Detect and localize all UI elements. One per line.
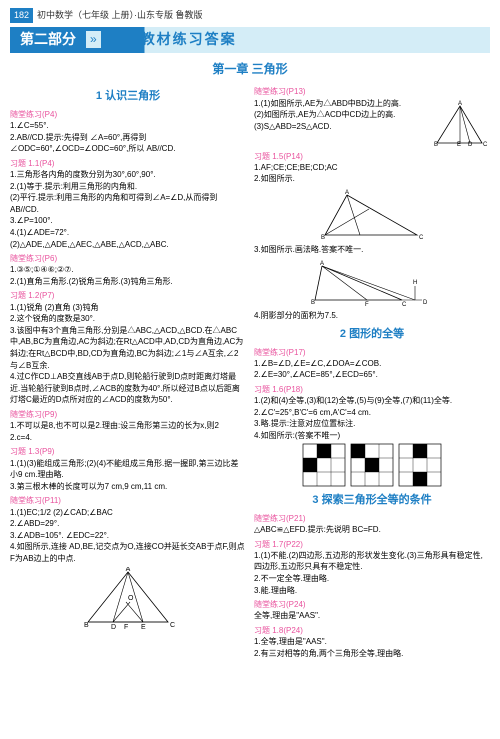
grid-figures xyxy=(254,443,490,487)
body-p6: 1.③⑤;①④⑥;②⑦.2.(1)直角三角形.(2)锐角三角形.(3)钝角三角形… xyxy=(10,264,246,287)
left-column: 1 认识三角形 随堂练习(P4) 1.∠C=55°.2.AB//CD.提示:先得… xyxy=(10,83,246,659)
svg-text:E: E xyxy=(141,624,146,629)
page: 182 初中数学（七年级 上册）·山东专版 鲁教版 第二部分 » 教材练习答案 … xyxy=(0,0,500,669)
sub-p9: 随堂练习(P9) xyxy=(10,409,246,420)
svg-text:B: B xyxy=(311,300,315,306)
body-p9: 1.不可以是8,也不可以是2.理由:设三角形第三边的长为x,则22.c=4. xyxy=(10,420,246,443)
svg-text:A: A xyxy=(458,101,462,107)
body-x15-2: 3.如图所示.画法略.答案不唯一. xyxy=(254,244,490,256)
sub-p17: 随堂练习(P17) xyxy=(254,347,490,358)
svg-text:D: D xyxy=(111,624,116,629)
body-x12: 1.(1)锐角 (2)直角 (3)钝角2.这个锐角的度数是30°.3.该图中有3… xyxy=(10,302,246,406)
svg-text:B: B xyxy=(84,622,89,629)
triangle-figure-2: A B D C E xyxy=(432,98,490,148)
body-x17: 1.(1)不能.(2)四边形,五边形的形状发生变化.(3)三角形具有稳定性,四边… xyxy=(254,550,490,596)
body-x13: 1.(1)(3)能组成三角形;(2)(4)不能组成三角形.据一握即,第三边比差小… xyxy=(10,458,246,493)
right-column: 随堂练习(P13) 1.(1)如图所示,AE为△ABD中BD边上的高.(2)如图… xyxy=(254,83,490,659)
svg-text:F: F xyxy=(124,624,128,629)
sub-p13: 随堂练习(P13) xyxy=(254,86,490,97)
triangle-figure-1: A B C D E F O xyxy=(10,567,246,629)
body-p21: △ABC≌△EFD.提示:先说明 BC=FD. xyxy=(254,524,490,536)
grid-2 xyxy=(350,443,394,487)
body-p24: 全等,理由是"AAS". xyxy=(254,610,490,622)
svg-text:A: A xyxy=(320,261,324,267)
svg-text:O: O xyxy=(128,595,134,602)
part-label: 第二部分 xyxy=(10,30,86,50)
section-2-title: 2 图形的全等 xyxy=(254,327,490,342)
header: 182 初中数学（七年级 上册）·山东专版 鲁教版 xyxy=(10,8,490,23)
svg-text:C: C xyxy=(402,302,407,308)
columns: 1 认识三角形 随堂练习(P4) 1.∠C=55°.2.AB//CD.提示:先得… xyxy=(10,83,490,659)
sub-x16: 习题 1.6(P18) xyxy=(254,384,490,395)
svg-text:H: H xyxy=(413,280,417,286)
part-banner: 第二部分 » 教材练习答案 xyxy=(10,27,490,53)
body-x16: 1.(2)和(4)全等,(3)和(12)全等,(5)与(9)全等,(7)和(11… xyxy=(254,395,490,441)
section-1-title: 1 认识三角形 xyxy=(10,89,246,104)
svg-text:C: C xyxy=(483,142,488,148)
svg-text:F: F xyxy=(365,302,369,308)
svg-text:D: D xyxy=(423,300,428,306)
sub-p21: 随堂练习(P21) xyxy=(254,513,490,524)
section-3-title: 3 探索三角形全等的条件 xyxy=(254,493,490,508)
sub-x18: 习题 1.8(P24) xyxy=(254,625,490,636)
body-x11: 1.三角形各内角的度数分别为30°,60°,90°.2.(1)等于.提示:利用三… xyxy=(10,169,246,250)
svg-text:B: B xyxy=(321,235,325,241)
sub-p11: 随堂练习(P11) xyxy=(10,495,246,506)
svg-text:B: B xyxy=(434,142,438,148)
sub-x12: 习题 1.2(P7) xyxy=(10,290,246,301)
body-x18: 1.全等,理由是"AAS".2.有三对相等的角,两个三角形全等,理由略. xyxy=(254,636,490,659)
body-x15: 1.AF;CE;CE;BE;CD;AC2.如图所示. xyxy=(254,162,490,185)
sub-p4: 随堂练习(P4) xyxy=(10,109,246,120)
svg-text:C: C xyxy=(419,235,424,241)
sub-x17: 习题 1.7(P22) xyxy=(254,539,490,550)
sub-p24: 随堂练习(P24) xyxy=(254,599,490,610)
sub-p6: 随堂练习(P6) xyxy=(10,253,246,264)
svg-text:C: C xyxy=(170,622,175,629)
page-number: 182 xyxy=(10,8,33,23)
chapter-title: 第一章 三角形 xyxy=(10,61,490,78)
svg-text:D: D xyxy=(468,142,473,148)
body-p11: 1.(1)EC;1/2 (2)∠CAD;∠BAC2.∠ABD=29°.3.∠AD… xyxy=(10,507,246,565)
triangle-figure-4: A B C F H D xyxy=(254,258,490,308)
sub-x15: 习题 1.5(P14) xyxy=(254,151,490,162)
triangle-figure-3: A B C xyxy=(254,187,490,242)
body-p17: 1.∠B=∠D,∠E=∠C,∠DOA=∠COB.2.∠E=30°,∠ACE=85… xyxy=(254,358,490,381)
grid-1 xyxy=(302,443,346,487)
banner-title: 教材练习答案 xyxy=(141,30,237,50)
chevron-icon: » xyxy=(86,31,101,48)
body-x15-3: 4.阴影部分的面积为7.5. xyxy=(254,310,490,322)
grid-3 xyxy=(398,443,442,487)
svg-text:E: E xyxy=(457,142,461,148)
sub-x11: 习题 1.1(P4) xyxy=(10,158,246,169)
body-p13: 1.(1)如图所示,AE为△ABD中BD边上的高.(2)如图所示,AE为△ACD… xyxy=(254,98,428,148)
header-text: 初中数学（七年级 上册）·山东专版 鲁教版 xyxy=(37,9,203,22)
sub-x13: 习题 1.3(P9) xyxy=(10,446,246,457)
svg-text:A: A xyxy=(345,190,349,196)
body-p4: 1.∠C=55°.2.AB//CD.提示:先得到 ∠A=60°,再得到∠ODC=… xyxy=(10,120,246,155)
svg-text:A: A xyxy=(126,567,131,573)
